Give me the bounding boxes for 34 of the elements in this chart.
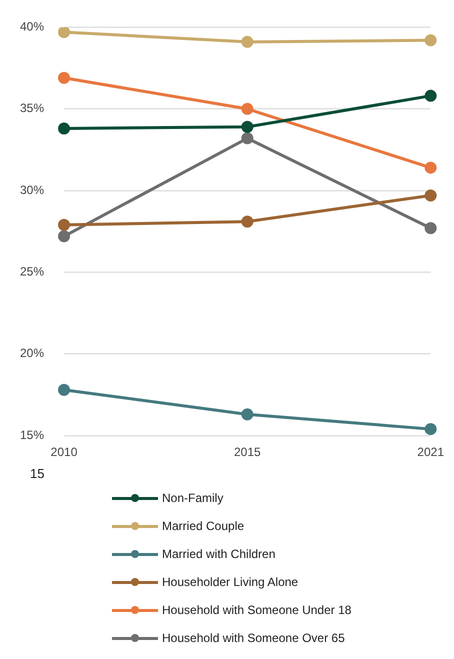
point: [424, 189, 437, 202]
point: [424, 162, 437, 174]
y-tick-label: 15%: [20, 428, 44, 442]
point: [241, 408, 254, 420]
legend-label: Non-Family: [162, 491, 224, 505]
y-tick-label: 25%: [20, 264, 44, 279]
legend-label: Household with Someone Over 65: [162, 631, 345, 645]
point: [241, 120, 254, 133]
legend-label: Married Couple: [162, 519, 244, 533]
point: [58, 384, 70, 396]
point: [58, 27, 70, 38]
x-tick-label: 2021: [417, 445, 444, 460]
point: [424, 90, 437, 102]
text: 15: [30, 466, 44, 481]
point: [241, 36, 254, 48]
point: [58, 230, 70, 242]
point: [424, 222, 437, 234]
x-tick-label: 2010: [50, 445, 78, 460]
legend-label: Householder Living Alone: [162, 575, 298, 589]
point: [58, 122, 70, 134]
legend-label: Married with Children: [162, 547, 276, 561]
point: [58, 218, 70, 231]
y-tick-label: 40%: [20, 20, 44, 34]
point: [241, 102, 254, 115]
point: [241, 216, 254, 228]
legend-label: Household with Someone Under 18: [162, 603, 352, 617]
point: [424, 423, 437, 436]
point: [424, 34, 437, 46]
y-tick-label: 35%: [20, 101, 44, 116]
point: [58, 72, 70, 84]
y-tick-label: 30%: [20, 182, 44, 197]
y-tick-label: 20%: [20, 346, 44, 360]
x-tick-label: 2015: [234, 445, 262, 460]
point: [241, 132, 254, 144]
